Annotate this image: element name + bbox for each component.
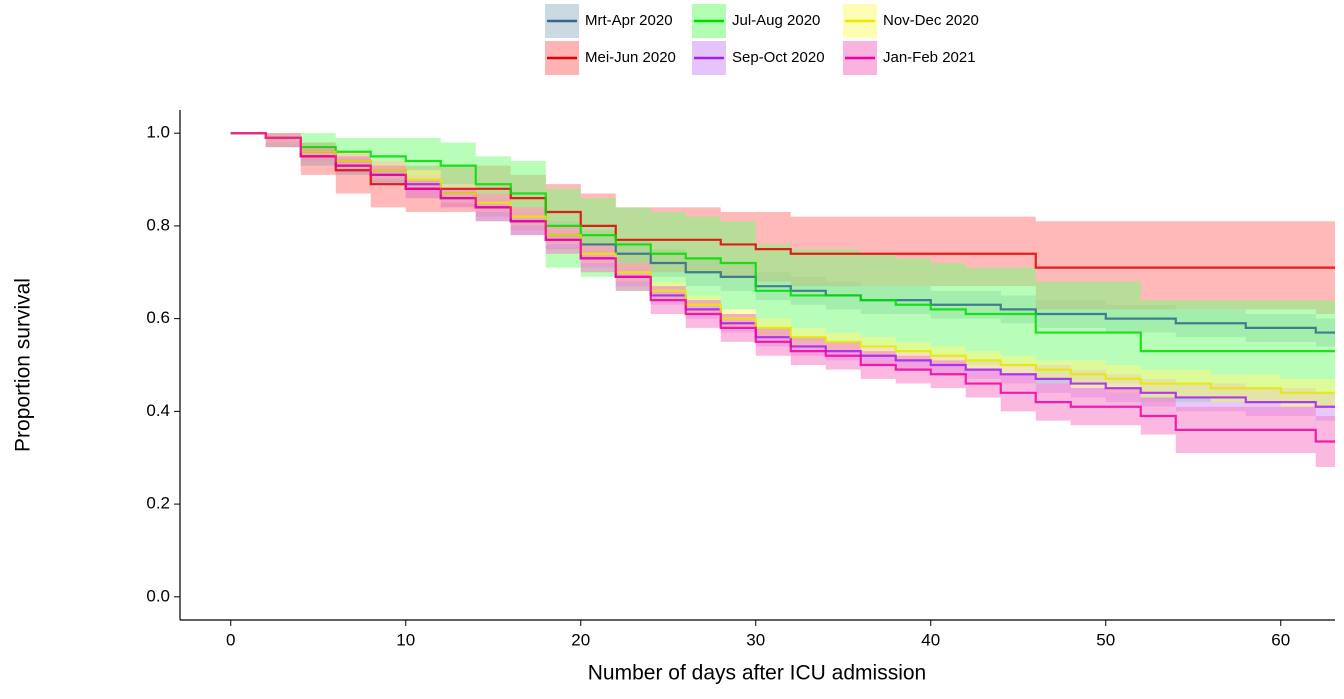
x-tick-label: 20 — [571, 630, 590, 649]
x-tick-label: 50 — [1096, 630, 1115, 649]
survival-line — [230, 132, 1335, 269]
legend-label: Jan-Feb 2021 — [883, 49, 976, 66]
survival-line — [230, 132, 1335, 353]
y-tick-label: 0.2 — [146, 494, 170, 513]
x-axis-label: Number of days after ICU admission — [588, 662, 926, 685]
legend-label: Mrt-Apr 2020 — [585, 12, 673, 29]
y-axis-label: Proportion survival — [12, 278, 35, 452]
x-tick-label: 10 — [396, 630, 415, 649]
y-tick-label: 0.0 — [146, 586, 170, 605]
survival-line — [230, 132, 1335, 408]
y-tick-label: 0.4 — [146, 401, 170, 420]
x-tick-label: 30 — [746, 630, 765, 649]
survival-line — [230, 132, 1335, 443]
legend-label: Nov-Dec 2020 — [883, 12, 979, 29]
y-tick-label: 0.6 — [146, 308, 170, 327]
y-tick-label: 1.0 — [146, 123, 170, 142]
bands — [230, 133, 1335, 467]
legend-label: Jul-Aug 2020 — [732, 12, 820, 29]
x-tick-label: 0 — [226, 630, 235, 649]
x-tick-label: 60 — [1271, 630, 1290, 649]
x-tick-label: 40 — [921, 630, 940, 649]
legend-label: Mei-Jun 2020 — [585, 49, 676, 66]
y-tick-label: 0.8 — [146, 215, 170, 234]
legend-label: Sep-Oct 2020 — [732, 49, 825, 66]
confidence-band — [230, 133, 1335, 467]
